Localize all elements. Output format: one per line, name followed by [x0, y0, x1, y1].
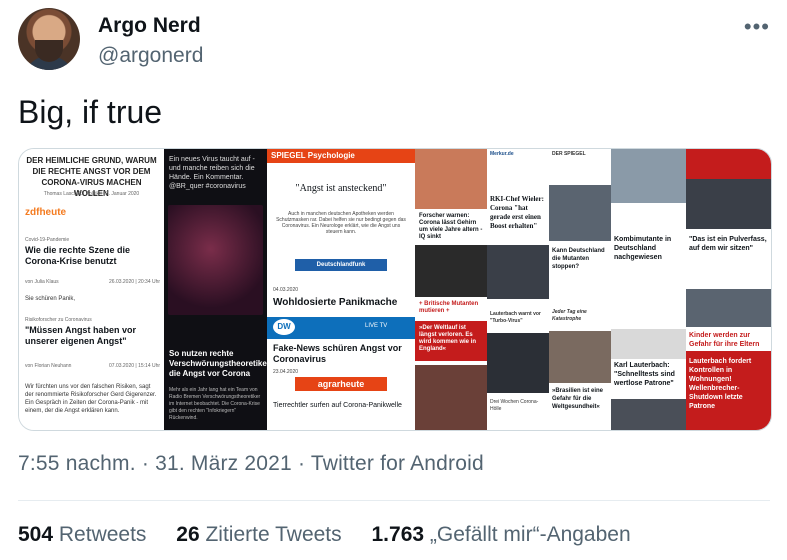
- panel1-byline: Thomas Laschyk | Politik | 27. Januar 20…: [43, 191, 140, 197]
- panel1-kicker1: Covid-19-Pandemie: [25, 237, 70, 243]
- panel3-headline2: Fake-News schüren Angst vor Coronavirus: [273, 343, 402, 364]
- collage-panel-4: Forscher warnen: Corona lässt Gehirn um …: [415, 149, 487, 430]
- agrarheute-logo: agrarheute: [295, 377, 387, 391]
- collage-panel-br: Ein neues Virus taucht auf - und manche …: [164, 149, 267, 430]
- panel4-mutant: + Britische Mutanten mutieren +: [419, 301, 479, 314]
- spiegel-logo: DER SPIEGEL: [552, 151, 586, 157]
- zdf-logo: zdfheute: [25, 207, 67, 218]
- quotes-label: Zitierte Tweets: [205, 523, 342, 546]
- panel5-warn: Lauterbach warnt vor "Turbo-Virus": [490, 311, 541, 324]
- more-dots-icon[interactable]: •••: [743, 14, 770, 39]
- collage-panel-7: Kombimutante in Deutschland nachgewiesen…: [611, 149, 686, 430]
- panel4-image2: [415, 245, 487, 297]
- divider: [18, 500, 770, 501]
- panel1-lead1: Sie schüren Panik,: [25, 296, 76, 302]
- panel4-teaser: Forscher warnen: Corona lässt Gehirn um …: [419, 213, 483, 240]
- likes-count: 1.763: [371, 523, 425, 546]
- panel1-author1: von Julia Klaus: [25, 279, 59, 285]
- panel8-red-box: [686, 351, 771, 430]
- panel3-quote: "Angst ist ansteckend": [295, 183, 387, 194]
- panel7-image3: [611, 399, 686, 430]
- panel7-headline2: Karl Lauterbach: "Schnelltests sind wert…: [614, 362, 675, 387]
- panel2-headline: So nutzen rechte Verschwörungstheoretike…: [169, 349, 267, 378]
- panel4-red-headline: »Der Weltlauf ist längst verloren. Es wi…: [419, 325, 477, 352]
- panel6-headline1: Kann Deutschland die Mutanten stoppen?: [552, 248, 605, 270]
- tweet-text: Big, if true: [18, 94, 163, 130]
- collage-panel-8: "Das ist ein Pulverfass, auf dem wir sit…: [686, 149, 771, 430]
- meta-separator: ·: [297, 452, 311, 475]
- collage-panel-zdf: DER HEIMLICHE GRUND, WARUM DIE RECHTE AN…: [19, 149, 164, 430]
- panel8-headline2: Kinder werden zur Gefahr für ihre Eltern: [689, 332, 760, 348]
- panel6-headline2: »Brasilien ist eine Gefahr für die Weltg…: [552, 388, 604, 410]
- panel8-red-top: [686, 149, 771, 179]
- panel1-title2: "Müssen Angst haben vor unserer eigenen …: [25, 325, 136, 346]
- panel1-date1: 26.03.2020 | 20:34 Uhr: [109, 279, 161, 285]
- panel3-date1: 04.03.2020: [273, 287, 299, 293]
- spiegel-bar: [267, 149, 415, 163]
- panel1-title1: Wie die rechte Szene die Corona-Krise be…: [25, 245, 130, 266]
- display-name[interactable]: Argo Nerd: [98, 14, 201, 37]
- panel5-image2: [487, 333, 549, 393]
- panel1-author2: von Florian Neuhann: [25, 363, 72, 369]
- live-tv-label: LIVE TV: [365, 323, 388, 329]
- panel5-headline1: RKI-Chef Wieler: Corona "hat gerade erst…: [490, 195, 544, 230]
- merkur-logo: Merkur.de: [490, 151, 514, 157]
- dw-bar: [267, 317, 415, 339]
- spiegel-psychologie-logo: SPIEGEL Psychologie: [271, 151, 355, 160]
- panel3-headline3: Tierrechtler surfen auf Corona-Panikwell…: [273, 402, 402, 409]
- panel1-headline: DER HEIMLICHE GRUND, WARUM DIE RECHTE AN…: [26, 156, 157, 198]
- panel5-footer: Drei Wochen Corona-Hölle: [490, 399, 539, 412]
- likes-stat[interactable]: 1.763 „Gefällt mir“-Angaben: [372, 523, 631, 547]
- tweet-media-collage[interactable]: DER HEIMLICHE GRUND, WARUM DIE RECHTE AN…: [18, 148, 772, 431]
- user-handle[interactable]: @argonerd: [98, 44, 204, 67]
- panel8-image2: [686, 289, 771, 327]
- likes-label: „Gefällt mir“-Angaben: [429, 523, 631, 546]
- tweet-stats: 504 Retweets 26 Zitierte Tweets 1.763 „G…: [18, 523, 655, 547]
- panel6-image1: [549, 185, 611, 241]
- avatar[interactable]: [18, 8, 80, 70]
- tweet-header: Argo Nerd @argonerd •••: [18, 8, 770, 72]
- tweet-metadata: 7:55 nachm. · 31. März 2021 · Twitter fo…: [18, 452, 484, 476]
- panel4-image1: [415, 149, 487, 209]
- panel3-lead: Auch in manchen deutschen Apotheken werd…: [276, 211, 406, 235]
- panel6-kicker: Jeder Tag eine Katastrophe: [552, 309, 587, 322]
- tweet-date[interactable]: 31. März 2021: [155, 452, 292, 475]
- panel7-image2: [611, 329, 686, 359]
- tweet-source[interactable]: Twitter for Android: [310, 452, 484, 475]
- collage-panel-spiegel-dlf-dw: SPIEGEL Psychologie "Angst ist anstecken…: [267, 149, 415, 430]
- panel7-headline1: Kombimutante in Deutschland nachgewiesen: [614, 236, 672, 261]
- meta-separator: ·: [141, 452, 156, 475]
- panel1-date2: 07.03.2020 | 15:14 Uhr: [109, 363, 161, 369]
- retweets-count: 504: [18, 523, 54, 546]
- panel2-lead: Mehr als ein Jahr lang hat ein Team von …: [169, 387, 261, 421]
- retweets-stat[interactable]: 504 Retweets: [18, 523, 146, 547]
- tweet-time[interactable]: 7:55 nachm.: [18, 452, 136, 475]
- panel3-date2: 23.04.2020: [273, 369, 299, 375]
- panel4-image3: [415, 365, 487, 430]
- panel7-image1: [611, 149, 686, 203]
- panel1-kicker2: Risikoforscher zu Coronavirus: [25, 317, 92, 323]
- panel8-image1: [686, 179, 771, 229]
- panel2-image: [168, 205, 263, 315]
- avatar-beard: [35, 40, 63, 62]
- quotes-stat[interactable]: 26 Zitierte Tweets: [176, 523, 341, 547]
- panel2-text: Ein neues Virus taucht auf - und manche …: [169, 156, 255, 190]
- avatar-body: [24, 56, 74, 70]
- deutschlandfunk-logo: Deutschlandfunk: [295, 259, 387, 271]
- panel1-lead2: Wir fürchten uns vor den falschen Risike…: [25, 384, 157, 414]
- panel5-image1: [487, 245, 549, 299]
- panel6-image2: [549, 331, 611, 383]
- panel4-red-box: [415, 321, 487, 361]
- collage-panel-merkur: Merkur.de RKI-Chef Wieler: Corona "hat g…: [487, 149, 549, 430]
- panel3-headline1: Wohldosierte Panikmache: [273, 297, 398, 308]
- dw-logo: DW: [273, 319, 295, 335]
- retweets-label: Retweets: [58, 523, 147, 546]
- panel8-headline3: Lauterbach fordert Kontrollen in Wohnung…: [689, 358, 752, 410]
- collage-panel-spiegel: DER SPIEGEL Kann Deutschland die Mutante…: [549, 149, 611, 430]
- panel8-headline1: "Das ist ein Pulverfass, auf dem wir sit…: [689, 236, 767, 252]
- quotes-count: 26: [176, 523, 200, 546]
